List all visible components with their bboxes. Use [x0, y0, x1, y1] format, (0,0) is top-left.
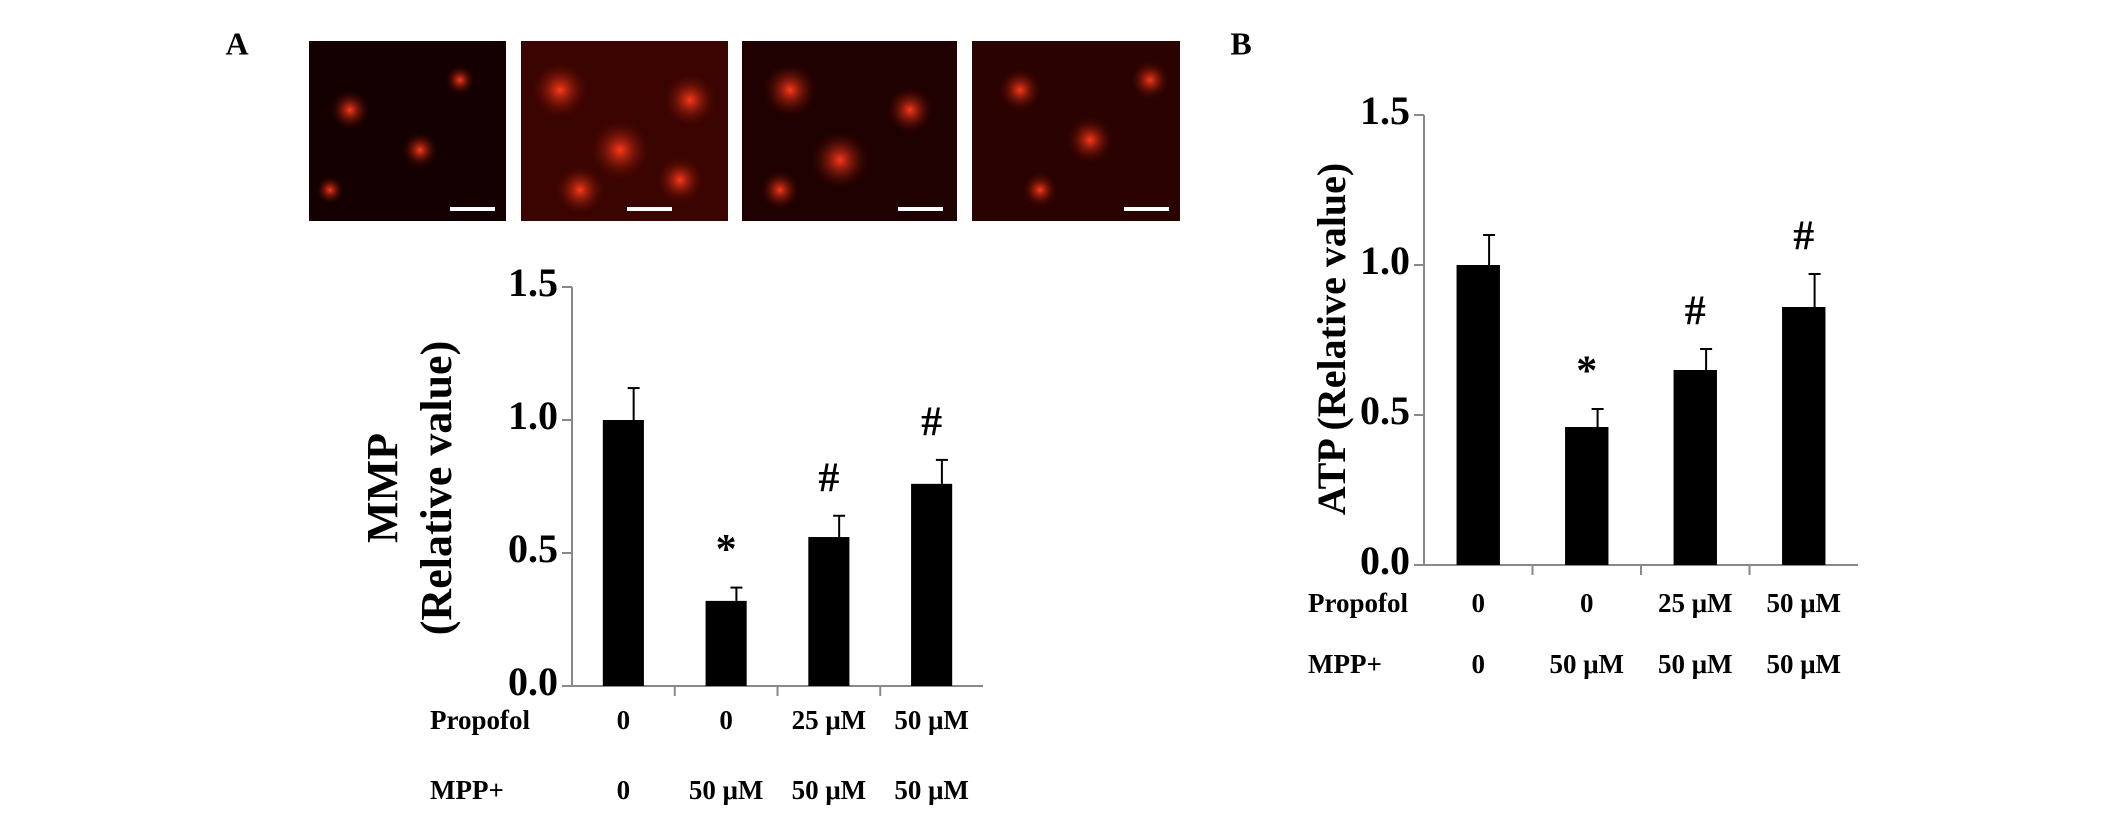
error-bar: [833, 514, 846, 538]
micrographs: [309, 41, 1180, 221]
y-tick-label: 1.5: [508, 260, 558, 305]
panel-label: A: [225, 25, 248, 61]
bar: [1782, 307, 1826, 565]
x-tick-label: 0: [1580, 588, 1594, 618]
x-tick-label: 0: [1472, 649, 1486, 679]
significance-mark: #: [1793, 214, 1814, 260]
bar: [1456, 265, 1500, 565]
x-tick-label: 0: [719, 705, 733, 735]
error-bar: [730, 586, 743, 601]
y-tick-label: 1.0: [1360, 238, 1410, 283]
bar: [1673, 370, 1717, 565]
error-bar: [935, 458, 948, 484]
x-tick-label: 0: [617, 775, 631, 805]
x-tick-label: 50 μM: [1766, 649, 1841, 679]
row-label: MPP+: [1308, 649, 1382, 679]
error-bar: [1808, 273, 1821, 307]
significance-mark: #: [818, 455, 839, 501]
bar: [705, 600, 747, 686]
bar: [1565, 427, 1609, 565]
significance-mark: *: [716, 527, 737, 573]
y-axis-label: (Relative value): [412, 341, 461, 635]
y-tick-label: 0.5: [1360, 388, 1410, 433]
significance-mark: #: [1685, 289, 1706, 335]
error-bar: [627, 387, 640, 420]
y-tick-label: 0.0: [1360, 538, 1410, 583]
error-bar: [1591, 408, 1604, 427]
x-tick-label: 50 μM: [689, 775, 764, 805]
x-tick-label: 25 μM: [1658, 588, 1733, 618]
x-tick-label: 50 μM: [792, 775, 867, 805]
y-tick-label: 0.0: [508, 659, 558, 704]
significance-mark: #: [921, 400, 942, 446]
x-tick-label: 50 μM: [1658, 649, 1733, 679]
y-tick-label: 0.5: [508, 526, 558, 571]
x-tick-label: 50 μM: [1549, 649, 1624, 679]
y-tick-label: 1.5: [1360, 88, 1410, 133]
x-tick-label: 50 μM: [894, 705, 969, 735]
x-tick-label: 50 μM: [894, 775, 969, 805]
y-axis-label: ATP (Relative value): [1309, 163, 1354, 516]
y-tick-label: 1.0: [508, 393, 558, 438]
row-label: Propofol: [430, 705, 530, 735]
bar: [808, 537, 850, 686]
x-tick-label: 0: [1472, 588, 1486, 618]
error-bar: [1483, 234, 1496, 265]
error-bar: [1700, 348, 1713, 370]
panel-label: B: [1230, 25, 1251, 61]
significance-mark: *: [1576, 349, 1597, 395]
bar: [602, 420, 644, 686]
row-label: MPP+: [430, 775, 504, 805]
x-tick-label: 25 μM: [792, 705, 867, 735]
y-axis-label: MMP: [358, 433, 407, 543]
x-tick-label: 50 μM: [1766, 588, 1841, 618]
cells: [316, 60, 1170, 216]
row-label: Propofol: [1308, 588, 1408, 618]
x-tick-label: 0: [617, 705, 631, 735]
bar: [911, 483, 953, 686]
